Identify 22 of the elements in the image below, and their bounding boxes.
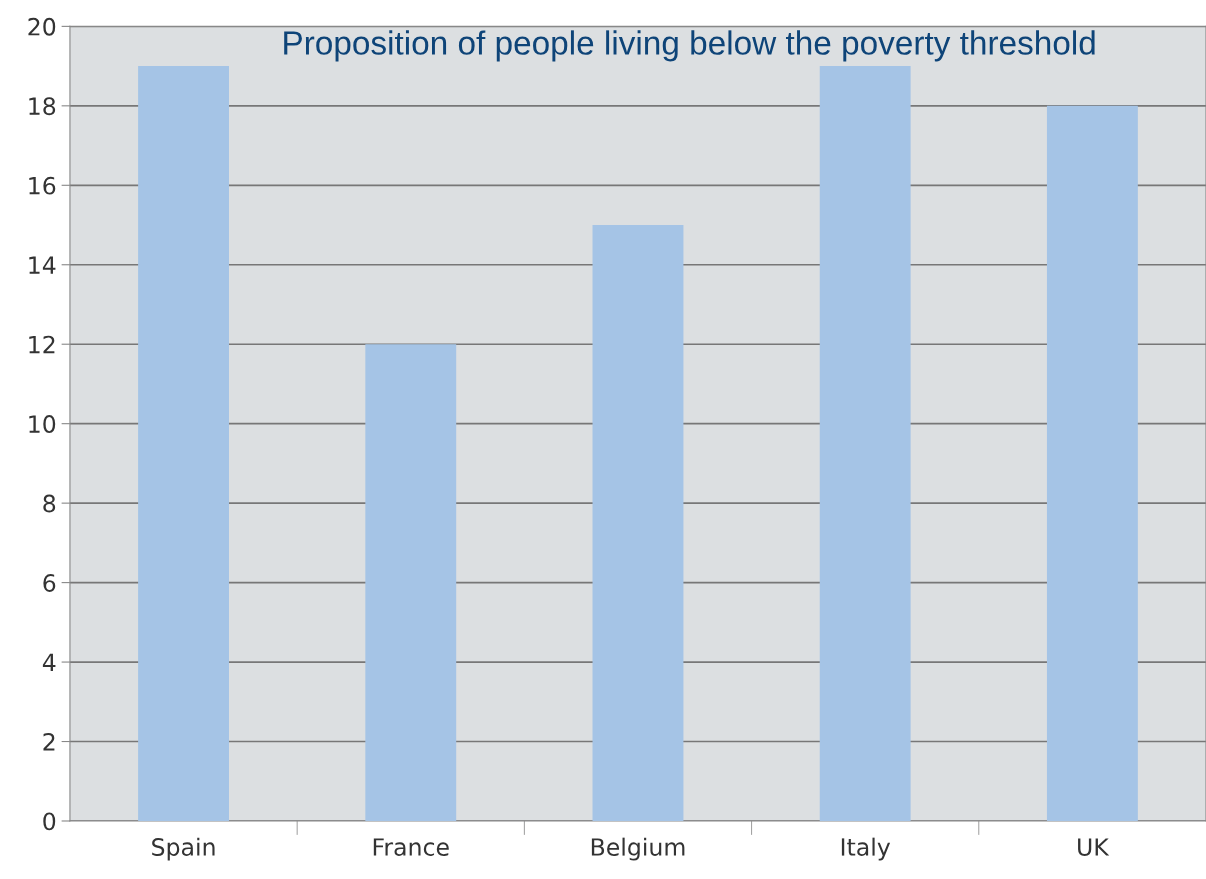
y-tick-label: 4 bbox=[42, 653, 56, 672]
y-tick-label: 14 bbox=[29, 256, 56, 274]
x-tick-label: France bbox=[373, 838, 449, 856]
y-tick-label: 0 bbox=[43, 812, 56, 831]
y-tick-label: 16 bbox=[29, 176, 56, 195]
bar bbox=[365, 344, 457, 821]
y-tick-label: 12 bbox=[29, 335, 55, 354]
bar bbox=[592, 225, 684, 821]
y-tick-label: 10 bbox=[29, 415, 56, 433]
bar bbox=[819, 66, 911, 821]
y-tick-label: 20 bbox=[28, 17, 56, 36]
x-tick-label: Spain bbox=[152, 837, 215, 861]
x-tick-label: Belgium bbox=[591, 837, 685, 861]
y-tick-label: 2 bbox=[43, 732, 55, 751]
bar bbox=[138, 66, 229, 821]
chart-title: Proposition of people living below the poverty threshold bbox=[284, 30, 1095, 62]
x-tick-label: UK bbox=[1078, 838, 1110, 856]
bar bbox=[1046, 105, 1138, 821]
x-tick-label: Italy bbox=[841, 837, 891, 861]
y-tick-label: 6 bbox=[43, 574, 56, 592]
y-tick-label: 8 bbox=[43, 494, 56, 513]
y-tick-label: 18 bbox=[29, 97, 56, 116]
